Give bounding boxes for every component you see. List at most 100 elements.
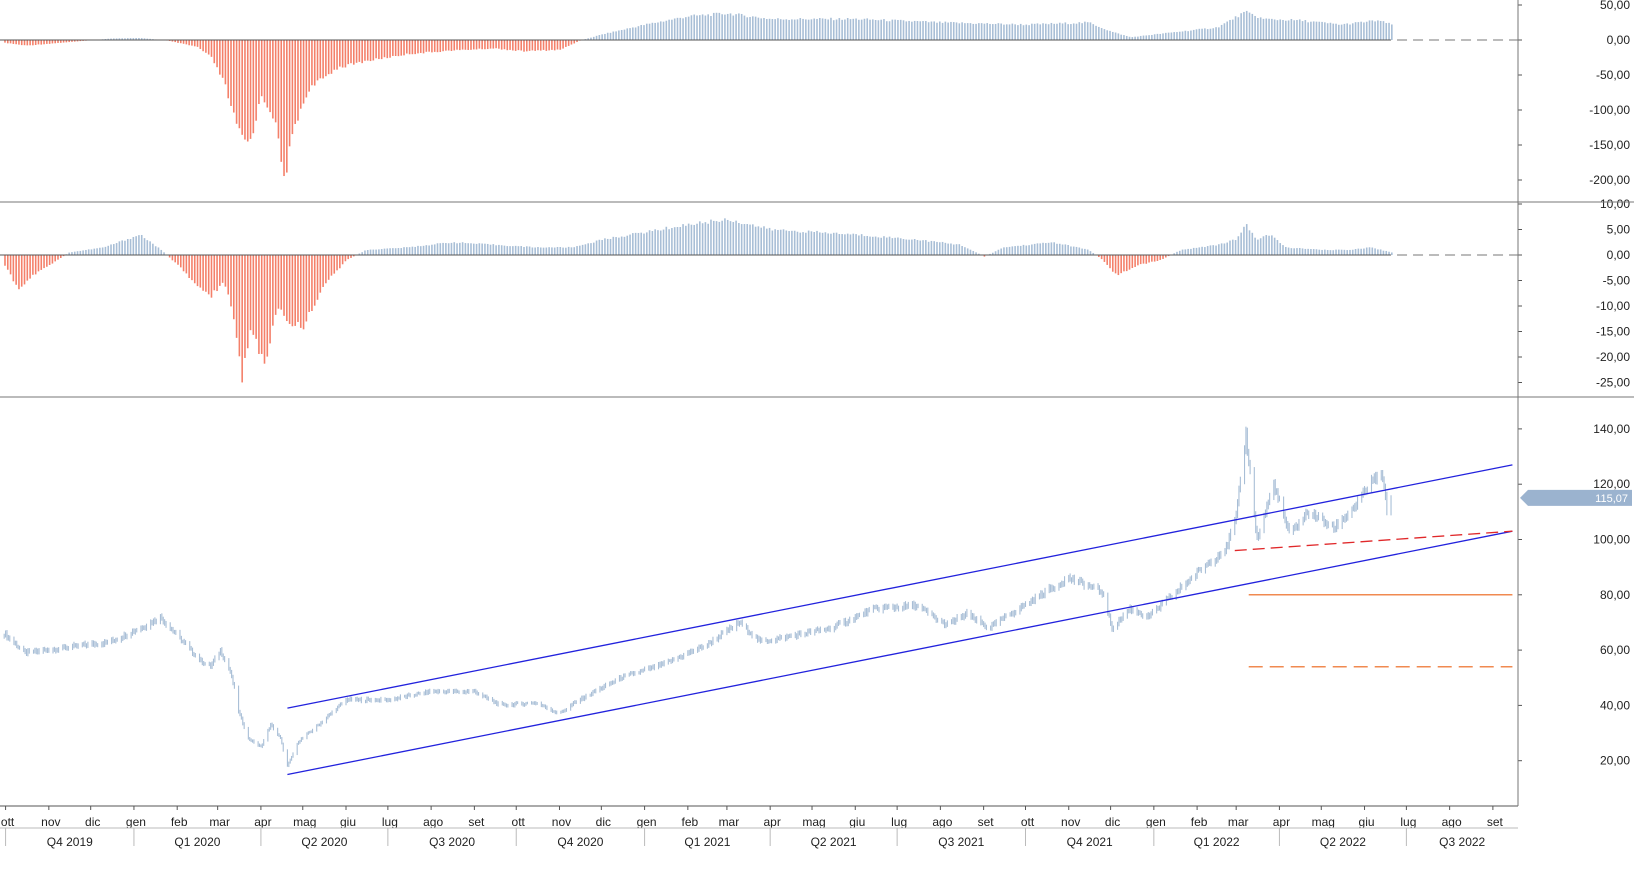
histogram-bar — [445, 40, 447, 51]
histogram-bar — [1153, 255, 1156, 262]
histogram-bar — [1301, 21, 1304, 40]
histogram-bar — [1039, 24, 1042, 40]
histogram-bar — [704, 15, 707, 40]
histogram-bar — [1017, 25, 1019, 40]
histogram-bar — [1321, 249, 1323, 255]
histogram-bar — [361, 40, 363, 64]
month-label: ago — [932, 815, 952, 829]
histogram-bar — [1273, 237, 1276, 255]
histogram-bar — [952, 244, 955, 255]
histogram-bar — [1036, 243, 1039, 255]
histogram-bar — [1114, 32, 1117, 40]
histogram-bar — [417, 40, 419, 54]
histogram-bar — [699, 15, 701, 40]
histogram-bar — [43, 40, 45, 45]
histogram-bar — [517, 246, 520, 255]
histogram-bar — [361, 252, 363, 255]
histogram-bar — [286, 255, 288, 322]
histogram-bar — [975, 252, 977, 255]
histogram-bar — [1385, 23, 1388, 40]
histogram-bar — [958, 244, 961, 255]
histogram-bar — [947, 22, 949, 40]
histogram-bar — [1282, 19, 1284, 40]
histogram-bar — [710, 15, 712, 40]
histogram-bar — [406, 247, 408, 255]
histogram-bar — [249, 255, 252, 331]
histogram-bar — [791, 230, 793, 255]
histogram-bar — [1262, 236, 1265, 255]
histogram-bar — [891, 238, 894, 255]
histogram-bar — [813, 232, 816, 255]
histogram-bar — [291, 255, 294, 327]
histogram-bar — [1017, 245, 1019, 255]
histogram-bar — [425, 245, 428, 255]
histogram-bar — [1265, 235, 1268, 255]
histogram-bar — [634, 232, 637, 255]
histogram-bar — [1128, 36, 1131, 40]
histogram-bar — [1351, 249, 1354, 255]
histogram-bar — [29, 40, 31, 46]
histogram-bar — [1329, 22, 1332, 40]
histogram-bar — [459, 242, 461, 255]
histogram-bar — [280, 40, 283, 162]
histogram-bar — [1324, 22, 1326, 40]
histogram-bar — [392, 248, 394, 255]
histogram-bar — [964, 247, 966, 255]
histogram-bar — [743, 224, 746, 255]
histogram-bar — [905, 239, 908, 255]
histogram-bar — [537, 247, 539, 255]
histogram-bar — [1134, 36, 1136, 40]
histogram-bar — [238, 255, 241, 357]
histogram-bar — [93, 248, 96, 255]
histogram-bar — [1335, 23, 1337, 40]
histogram-bar — [506, 40, 509, 51]
histogram-bar — [989, 253, 991, 255]
histogram-bar — [551, 40, 553, 50]
histogram-bar — [475, 40, 478, 50]
histogram-bar — [899, 19, 902, 40]
histogram-bar — [1382, 250, 1385, 255]
histogram-bar — [866, 18, 869, 40]
histogram-bar — [132, 38, 135, 40]
histogram-bar — [355, 40, 358, 63]
histogram-bar — [246, 255, 249, 349]
histogram-bar — [143, 238, 146, 255]
histogram-bar — [319, 40, 322, 79]
histogram-bar — [325, 40, 327, 77]
histogram-bar — [969, 249, 972, 255]
histogram-bar — [431, 40, 433, 53]
histogram-bar — [1151, 34, 1153, 40]
histogram-bar — [400, 248, 403, 255]
histogram-bar — [6, 40, 9, 44]
histogram-bar — [832, 232, 835, 255]
histogram-bar — [1226, 21, 1228, 40]
histogram-bar — [1100, 28, 1103, 40]
histogram-bar — [76, 40, 79, 42]
histogram-bar — [68, 252, 70, 255]
histogram-bar — [682, 18, 684, 40]
histogram-bar — [305, 255, 308, 322]
quarter-label: Q1 2022 — [1194, 835, 1240, 849]
histogram-bar — [1128, 255, 1131, 270]
histogram-bar — [143, 38, 146, 40]
histogram-bar — [495, 40, 497, 49]
histogram-bar — [252, 40, 255, 134]
y-tick-label: 40,00 — [1600, 698, 1630, 712]
histogram-bar — [707, 14, 709, 40]
month-label: apr — [254, 815, 271, 829]
histogram-bar — [15, 255, 17, 285]
histogram-bar — [598, 35, 601, 40]
histogram-bar — [1391, 24, 1393, 40]
chart-frame — [0, 0, 1634, 806]
histogram-bar — [1360, 248, 1362, 255]
histogram-bar — [291, 40, 294, 135]
histogram-bar — [1279, 19, 1282, 40]
histogram-bar — [1050, 242, 1053, 255]
histogram-bar — [129, 239, 132, 255]
histogram-bar — [590, 243, 592, 255]
month-label: ago — [423, 815, 443, 829]
histogram-bar — [199, 40, 202, 49]
histogram-bar — [503, 40, 506, 50]
histogram-bar — [1298, 19, 1301, 40]
